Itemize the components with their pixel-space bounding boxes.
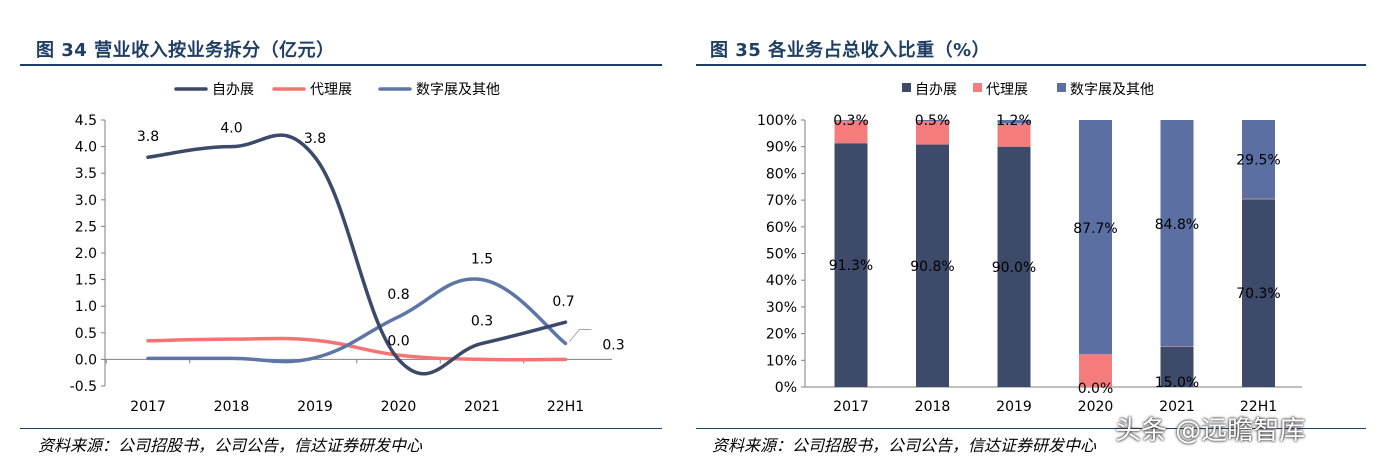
source-divider	[696, 428, 1366, 429]
x-tick-label: 2018	[915, 399, 951, 415]
x-tick-label: 2017	[130, 399, 166, 415]
legend-label: 代理展	[986, 82, 1028, 98]
left-chart-panel: 图 34 营业收入按业务拆分（亿元） -0.5 0.0 0.5 1.0 1.5 2.0 2.…	[0, 0, 680, 467]
right-chart-panel: 图 35 各业务占总收入比重（%） 0% 10% 20% 30% 40% 50% 60% 70…	[690, 0, 1381, 467]
bar-segment	[1242, 198, 1275, 200]
x-tick-label: 2021	[1159, 399, 1195, 415]
bar-segment	[1242, 120, 1275, 199]
x-tick-label: 2018	[214, 399, 250, 415]
y-tick-label: 0%	[775, 380, 797, 396]
source-divider	[20, 428, 662, 429]
x-tick-label: 2021	[464, 399, 500, 415]
data-label: 0.0	[387, 333, 409, 349]
x-tick-label: 2020	[1078, 399, 1114, 415]
data-label: 0.8	[387, 287, 409, 303]
data-label: 90.0%	[992, 260, 1036, 276]
y-tick-label: 4.5	[75, 113, 97, 129]
legend-swatch	[1057, 83, 1066, 92]
data-label: 91.3%	[829, 258, 873, 274]
title-underline	[20, 64, 662, 66]
data-label: 87.7%	[1073, 221, 1117, 237]
data-label: 0.7	[552, 294, 574, 310]
legend-label: 自办展	[212, 82, 254, 98]
data-label: 90.8%	[910, 259, 954, 275]
y-tick-label: 3.5	[75, 166, 97, 182]
data-label: 3.8	[137, 129, 159, 145]
y-tick-label: 50%	[766, 247, 797, 263]
y-tick-label: 30%	[766, 300, 797, 316]
data-label: 0.3	[471, 313, 493, 329]
bar-segment	[997, 146, 1031, 387]
x-tick-label: 2017	[833, 399, 869, 415]
bar-segment	[916, 121, 949, 145]
x-tick-label: 22H1	[1240, 399, 1277, 415]
chart-title: 图 34 营业收入按业务拆分（亿元）	[36, 40, 335, 61]
y-tick-label: 70%	[766, 193, 797, 209]
data-label: 84.8%	[1155, 217, 1199, 233]
data-label: 1.2%	[996, 113, 1032, 129]
data-label: 4.0	[220, 121, 242, 137]
data-label: 29.5%	[1236, 152, 1280, 168]
x-tick-label: 2019	[297, 399, 333, 415]
y-tick-label: 1.5	[75, 273, 97, 289]
source-note: 资料来源：公司招股书，公司公告，信达证券研发中心	[38, 436, 423, 455]
y-tick-label: -0.5	[70, 379, 97, 395]
bar-segment	[1160, 120, 1194, 347]
data-label: 0.5%	[915, 113, 951, 129]
legend-label: 自办展	[915, 82, 957, 98]
bar-segment	[834, 120, 868, 121]
y-tick-label: 2.0	[75, 246, 97, 262]
y-tick-label: 10%	[766, 353, 797, 369]
bar-segment	[1079, 120, 1112, 355]
data-label: 15.0%	[1155, 375, 1199, 391]
data-label: 1.5	[471, 252, 493, 268]
data-label: 0.3%	[833, 113, 869, 129]
y-tick-label: 0.5	[75, 326, 97, 342]
title-underline	[696, 64, 1366, 66]
y-tick-label: 0.0	[75, 352, 97, 368]
series-line	[146, 336, 568, 362]
bar-segment	[834, 143, 868, 387]
y-tick-label: 4.0	[75, 140, 97, 156]
data-label: 70.3%	[1236, 286, 1280, 302]
y-tick-label: 90%	[766, 140, 797, 156]
bar-segment	[916, 120, 949, 122]
watermark: 头条 @远瞻智库	[1115, 416, 1306, 446]
y-tick-label: 80%	[766, 166, 797, 182]
bar-segment	[834, 120, 868, 144]
y-tick-label: 3.0	[75, 193, 97, 209]
y-tick-label: 2.5	[75, 219, 97, 235]
data-label: 0.3	[602, 337, 624, 353]
y-tick-label: 20%	[766, 327, 797, 343]
x-tick-label: 22H1	[547, 399, 584, 415]
legend-label: 数字展及其他	[1070, 82, 1154, 98]
series-line	[146, 277, 568, 364]
bar-segment	[1160, 346, 1194, 387]
legend-label: 数字展及其他	[416, 82, 500, 98]
bar-segment	[1079, 354, 1112, 387]
bar-segment	[997, 123, 1031, 147]
bar-segment	[997, 120, 1031, 124]
y-tick-label: 40%	[766, 273, 797, 289]
y-tick-label: 60%	[766, 220, 797, 236]
stacked-bar-chart: 0% 10% 20% 30% 40% 50% 60% 70% 80% 90% 100% 2017 201…	[757, 82, 1302, 415]
legend-swatch	[902, 83, 911, 92]
x-tick-label: 2019	[996, 399, 1032, 415]
label-leader-line	[569, 328, 592, 342]
chart-title: 图 35 各业务占总收入比重（%）	[710, 40, 991, 61]
y-tick-label: 100%	[757, 113, 797, 129]
data-label: 0.0%	[1078, 381, 1114, 397]
data-label: 3.8	[304, 131, 326, 147]
source-note: 资料来源：公司招股书，公司公告，信达证券研发中心	[712, 436, 1097, 455]
bar-segment	[1242, 199, 1275, 387]
series-line	[146, 133, 568, 376]
y-tick-label: 1.0	[75, 299, 97, 315]
bar-segment	[1160, 346, 1194, 347]
bar-segment	[916, 144, 949, 387]
x-tick-label: 2020	[381, 399, 417, 415]
line-chart: -0.5 0.0 0.5 1.0 1.5 2.0 2.5 3.0 3.5 4.0 4.5 2017 20…	[70, 82, 625, 415]
legend-swatch	[973, 83, 982, 92]
legend-label: 代理展	[310, 82, 352, 98]
